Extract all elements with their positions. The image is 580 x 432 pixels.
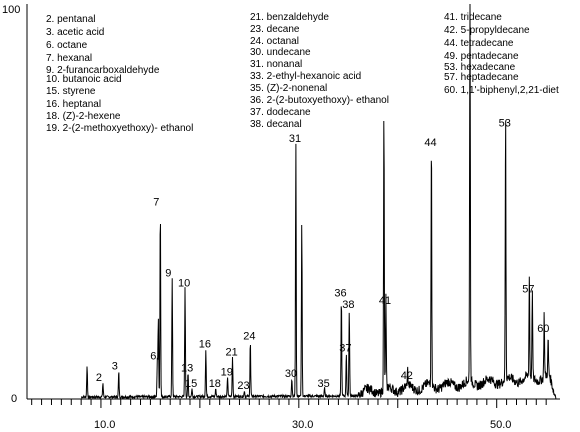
legend-entry: 6. octane: [46, 40, 88, 51]
legend-entry: 16. heptanal: [46, 99, 101, 110]
peak-label: 3: [112, 360, 118, 372]
legend-entry: 2. pentanal: [46, 14, 96, 25]
peak-label: 2: [96, 372, 102, 384]
peak-label: 42: [401, 370, 413, 382]
peak-label: 36: [334, 287, 346, 299]
legend-entry: 44. tetradecane: [444, 38, 514, 49]
peak-label: 57: [522, 283, 534, 295]
peak-label: 31: [289, 133, 301, 145]
legend-column-1: 2. pentanal 3. acetic acid 6. octane 7. …: [46, 14, 193, 134]
peak-label: 60: [537, 323, 549, 335]
y-tick-label-top: 100: [2, 4, 20, 16]
legend-entry: 38. decanal: [250, 119, 302, 130]
legend-entry: 15. styrene: [46, 86, 96, 97]
peak-label: 41: [379, 295, 391, 307]
peak-label: 44: [424, 137, 436, 149]
peak-label: 37: [339, 343, 351, 355]
legend-entry: 37. dodecane: [250, 107, 311, 118]
legend-entry: 10. butanoic acid: [46, 74, 122, 85]
legend-column-2: 21. benzaldehyde 23. decane 24. octanal …: [250, 12, 389, 130]
x-tick-label: 50.0: [490, 419, 511, 431]
legend-entry: 19. 2-(2-methoxyethoxy)- ethanol: [46, 123, 193, 134]
legend-column-3: 41. tridecane 42. 5-propyldecane 44. tet…: [444, 12, 559, 96]
legend-entry: 31. nonanal: [250, 59, 302, 70]
legend-entry: 24. octanal: [250, 36, 299, 47]
legend-entry: 33. 2-ethyl-hexanoic acid: [250, 71, 361, 82]
y-tick-label-bottom: 0: [11, 393, 17, 405]
peak-label: 6: [150, 350, 156, 362]
peak-label: 7: [153, 196, 159, 208]
legend-entry: 60. 1,1'-biphenyl,2,21-diet: [444, 85, 559, 96]
peak-label: 24: [243, 331, 255, 343]
legend-entry: 49. pentadecane: [444, 51, 519, 62]
x-tick-label: 10.0: [94, 419, 115, 431]
legend-entry: 57. heptadecane: [444, 72, 519, 83]
legend-entry: 35. (Z)-2-nonenal: [250, 83, 327, 94]
peak-label: 10: [178, 277, 190, 289]
peak-label: 53: [499, 117, 511, 129]
legend-entry: 18. (Z)-2-hexene: [46, 111, 121, 122]
legend-entry: 23. decane: [250, 24, 300, 35]
peak-label: 16: [199, 339, 211, 351]
legend-entry: 30. undecane: [250, 47, 311, 58]
peak-label: 21: [226, 347, 238, 359]
peak-label: 18: [209, 378, 221, 390]
peak-label: 19: [221, 366, 233, 378]
legend-entry: 9. 2-furancarboxaldehyde: [46, 65, 160, 76]
chromatogram-line: [81, 3, 557, 400]
peak-label: 9: [165, 268, 171, 280]
legend-entry: 41. tridecane: [444, 12, 502, 23]
legend-entry: 53. hexadecane: [444, 62, 516, 73]
legend-entry: 7. hexanal: [46, 53, 92, 64]
peak-label: 13: [181, 362, 193, 374]
peak-label: 15: [185, 378, 197, 390]
peak-label: 38: [342, 299, 354, 311]
peak-label: 23: [237, 380, 249, 392]
chromatogram-trace: [81, 3, 557, 400]
legend-entry: 3. acetic acid: [46, 27, 104, 38]
legend-entry: 42. 5-propyldecane: [444, 25, 530, 36]
peak-label: 30: [285, 368, 297, 380]
legend-entry: 21. benzaldehyde: [250, 12, 329, 23]
peak-label: 35: [318, 378, 330, 390]
x-tick-label: 30.0: [292, 419, 313, 431]
x-axis-ticks: [31, 399, 547, 408]
legend-entry: 36. 2-(2-butoxyethoxy)- ethanol: [250, 95, 389, 106]
